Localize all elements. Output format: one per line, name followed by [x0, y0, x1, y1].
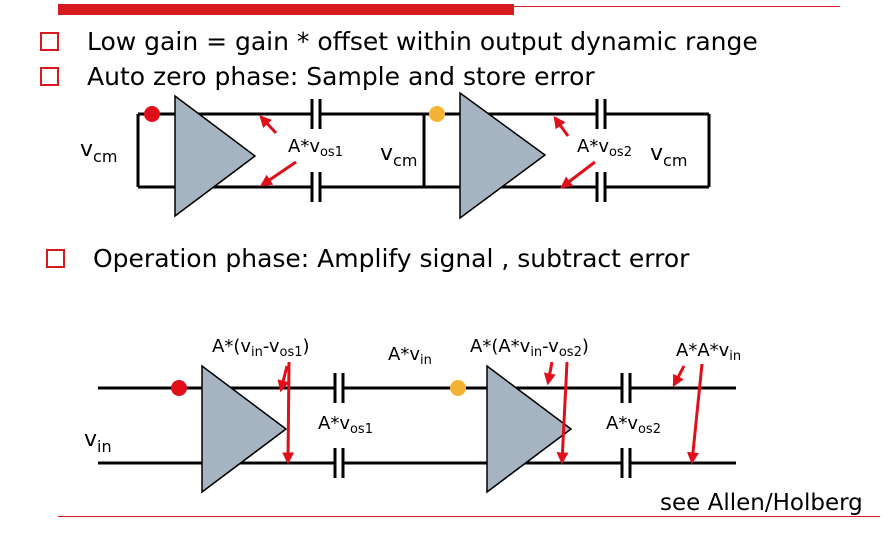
amplifier-1	[174, 94, 257, 218]
footer-accent-line	[58, 516, 880, 517]
operation-circuit	[98, 373, 736, 478]
autozero-circuit	[136, 99, 711, 202]
arrow-op-long-2	[556, 361, 569, 465]
amplifier-4	[486, 364, 573, 494]
credit-text: see Allen/Holberg	[660, 490, 863, 516]
switch-node-red	[171, 380, 187, 396]
title-accent-line	[514, 6, 840, 7]
arrow-op-long-3	[687, 363, 704, 465]
bullet-text: Auto zero phase: Sample and store error	[87, 62, 595, 91]
bullet-text: Low gain = gain * offset within output d…	[87, 27, 758, 56]
title-accent-bar	[58, 4, 514, 15]
label-error-2: A*vos2	[577, 136, 632, 160]
label-op-1: A*(vin-vos1)	[212, 336, 310, 360]
arrow-op-short-1	[277, 365, 290, 393]
switch-node-yellow	[450, 380, 466, 396]
label-op-3: A*(A*vin-vos2)	[470, 336, 589, 360]
label-vcm-right: vcm	[650, 141, 687, 170]
switch-node-yellow	[429, 106, 445, 122]
error-arrow-down-2	[560, 160, 596, 189]
bullet-operation: Operation phase: Amplify signal , subtra…	[46, 244, 689, 273]
label-vcm-mid: vcm	[380, 141, 417, 170]
error-arrow-down-1	[260, 160, 297, 187]
bullet-square-icon	[40, 32, 59, 51]
error-arrow-up-1	[259, 115, 278, 135]
bullet-auto-zero: Auto zero phase: Sample and store error	[40, 62, 595, 91]
switch-node-red	[144, 106, 160, 122]
bullet-square-icon	[40, 67, 59, 86]
label-error-1: A*vos1	[288, 136, 343, 160]
bullet-low-gain: Low gain = gain * offset within output d…	[40, 27, 758, 56]
bullet-square-icon	[46, 249, 65, 268]
arrow-op-short-2	[543, 361, 556, 386]
label-op-2: A*vin	[388, 344, 432, 368]
bullet-text: Operation phase: Amplify signal , subtra…	[93, 244, 690, 273]
label-vin: vin	[84, 427, 112, 456]
arrow-op-short-3	[672, 365, 686, 388]
amplifier-3	[201, 364, 288, 494]
label-op-5: A*vos1	[318, 413, 373, 437]
label-op-6: A*vos2	[606, 413, 661, 437]
label-vcm-left: vcm	[80, 137, 117, 166]
amplifier-2	[459, 91, 547, 220]
error-arrow-up-2	[553, 116, 570, 137]
arrow-op-long-1	[282, 361, 295, 465]
label-op-4: A*A*vin	[676, 340, 741, 364]
